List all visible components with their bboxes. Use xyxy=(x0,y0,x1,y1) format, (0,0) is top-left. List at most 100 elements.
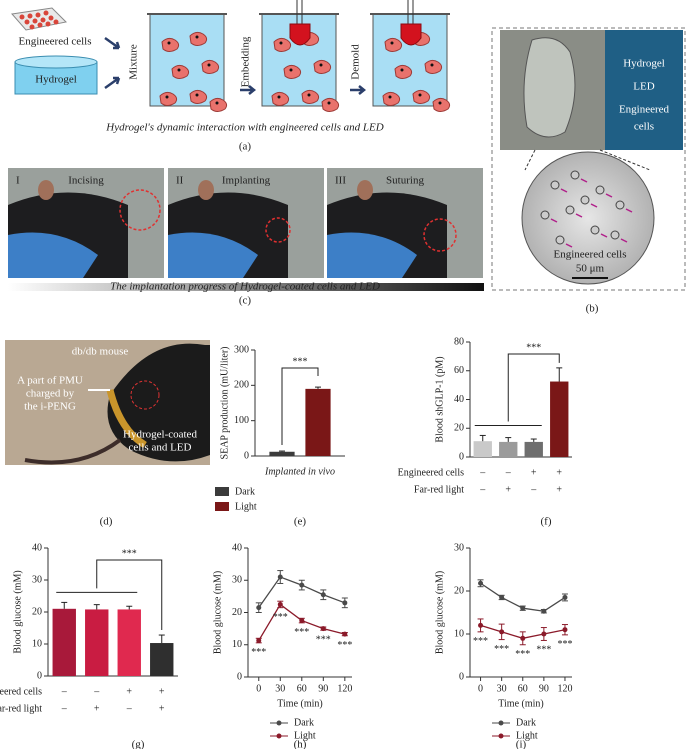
pmu-label: charged by xyxy=(26,388,75,400)
site-circle xyxy=(423,218,457,252)
cell xyxy=(580,195,590,205)
condition-value: – xyxy=(530,484,537,495)
panel-label: (d) xyxy=(100,516,113,528)
significance: *** xyxy=(526,342,541,353)
y-tick-label: 20 xyxy=(232,607,242,618)
condition-value: + xyxy=(94,703,100,714)
panel-label: (c) xyxy=(239,295,252,307)
y-tick-label: 0 xyxy=(244,450,249,461)
led xyxy=(289,23,311,46)
condition-name: Engineered cells xyxy=(0,686,42,697)
y-tick-label: 0 xyxy=(237,671,242,682)
cell xyxy=(394,64,413,79)
cell xyxy=(159,91,178,106)
significance: *** xyxy=(273,612,288,623)
panel-label: (e) xyxy=(294,516,307,528)
pointer xyxy=(625,208,633,213)
condition-name: Engineered cells xyxy=(398,467,464,478)
panel-a: Engineered cells Hydrogel Mixture Embedd… xyxy=(11,0,451,153)
nucleus xyxy=(430,63,434,67)
condition-value: + xyxy=(531,467,537,478)
cell xyxy=(273,37,292,52)
step-numeral: II xyxy=(176,175,184,187)
nucleus xyxy=(215,101,219,105)
point xyxy=(499,629,505,635)
significance: *** xyxy=(536,645,551,656)
nucleus xyxy=(289,68,293,72)
panel-label: (f) xyxy=(541,516,552,528)
condition-value: + xyxy=(159,686,165,697)
nucleus xyxy=(195,35,199,39)
x-axis-label: Time (min) xyxy=(498,698,543,709)
glove xyxy=(327,232,417,278)
legend-label: Light xyxy=(294,730,316,741)
tag-box xyxy=(605,30,683,150)
step-name: Suturing xyxy=(386,175,424,187)
step-numeral: I xyxy=(16,175,20,187)
legend-marker xyxy=(498,733,504,739)
frame xyxy=(491,27,686,291)
y-tick-label: 100 xyxy=(234,415,249,426)
significance: *** xyxy=(293,356,308,367)
condition-value: – xyxy=(479,484,486,495)
photos: I Incising II Implanting III Suturing xyxy=(8,168,483,278)
gel-label: cells and LED xyxy=(129,442,192,454)
significance: *** xyxy=(515,649,530,660)
zoom-lines xyxy=(524,149,651,171)
cell xyxy=(313,59,332,74)
bar xyxy=(305,388,331,456)
cell xyxy=(610,230,620,240)
beaker xyxy=(149,13,225,107)
pointer xyxy=(560,188,568,193)
point xyxy=(520,605,526,611)
hydrogel-photo xyxy=(523,37,576,138)
condition-value: – xyxy=(505,467,512,478)
significance: *** xyxy=(316,635,331,646)
bar xyxy=(524,441,543,457)
site-circle xyxy=(119,189,161,231)
y-tick-label: 300 xyxy=(234,344,249,355)
x-tick-label: 0 xyxy=(478,683,483,694)
legend-label: Dark xyxy=(516,717,536,728)
bar xyxy=(499,441,518,457)
pmu xyxy=(106,389,147,449)
step-numeral: III xyxy=(335,175,346,187)
ear xyxy=(198,180,214,200)
panel-label: (b) xyxy=(586,303,599,315)
panel-c: I Incising II Implanting III Suturing The imp… xyxy=(8,168,484,307)
y-tick-label: 10 xyxy=(454,628,464,639)
legend-swatch xyxy=(215,487,229,496)
cell xyxy=(432,97,451,112)
tag: Hydrogel xyxy=(623,58,665,70)
cell xyxy=(412,89,431,104)
point xyxy=(478,622,484,628)
pointer xyxy=(565,243,573,248)
y-tick-label: 10 xyxy=(232,639,242,650)
bar xyxy=(150,643,174,676)
condition-value: + xyxy=(126,686,132,697)
y-tick-label: 20 xyxy=(454,423,464,434)
cell xyxy=(555,235,565,245)
significance: *** xyxy=(557,639,572,650)
y-axis-label: Blood glucose (mM) xyxy=(12,570,23,653)
ear xyxy=(357,180,373,200)
pointer xyxy=(600,233,608,238)
condition-value: + xyxy=(159,703,165,714)
y-tick-label: 0 xyxy=(459,451,464,462)
caption: Hydrogel's dynamic interaction with engi… xyxy=(105,122,383,134)
site-circle xyxy=(265,217,291,243)
point xyxy=(499,594,505,600)
nucleus xyxy=(307,93,311,97)
gel-label: Hydrogel xyxy=(35,74,77,86)
cell xyxy=(161,37,180,52)
x-tick-label: 30 xyxy=(497,683,507,694)
bar xyxy=(117,609,141,676)
legend-marker xyxy=(276,733,282,739)
cell xyxy=(209,97,228,112)
y-axis-label: Blood glucose (mM) xyxy=(212,571,223,654)
step-label: Mixture xyxy=(128,44,140,80)
legend-label: Dark xyxy=(294,717,314,728)
bar xyxy=(52,608,76,676)
significance: *** xyxy=(294,627,309,638)
tag: cells xyxy=(634,121,654,133)
